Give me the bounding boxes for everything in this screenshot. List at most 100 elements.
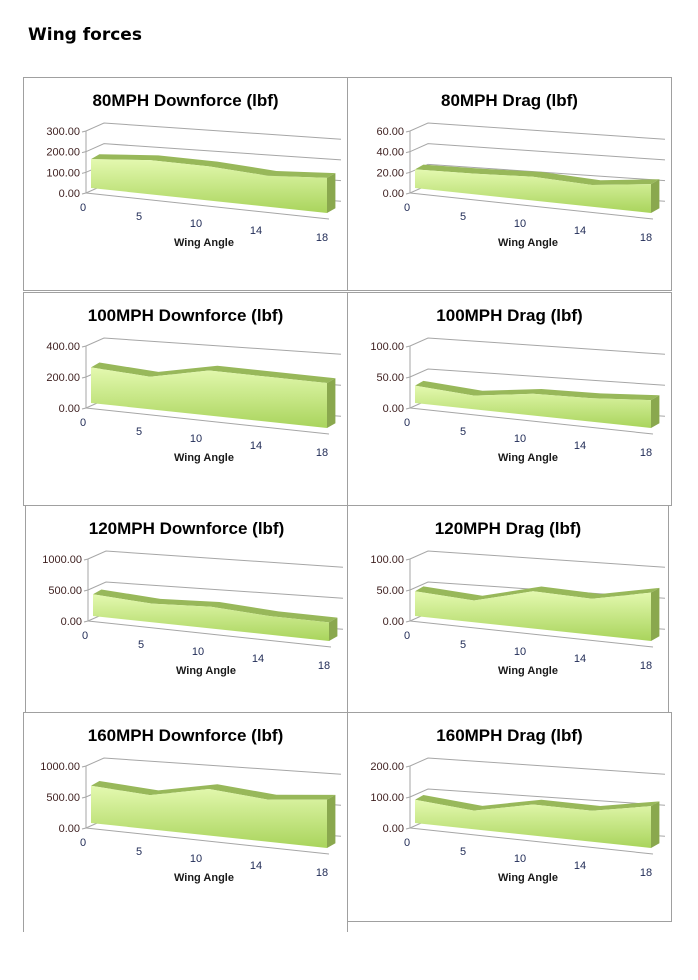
x-tick-label: 18 [316, 232, 328, 244]
x-axis [85, 827, 330, 855]
y-tick-label: 100.00 [370, 792, 404, 804]
y-tick-label: 400.00 [46, 341, 80, 353]
y-tick-label: 0.00 [383, 188, 404, 200]
x-tick-label: 0 [82, 630, 88, 642]
x-tick-label: 10 [514, 853, 526, 865]
y-tick-label: 200.00 [46, 372, 80, 384]
x-tick-label: 0 [404, 837, 410, 849]
chart-title: 100MPH Drag (lbf) [436, 306, 583, 325]
x-tick-label: 14 [574, 225, 586, 237]
y-tick-label: 40.00 [376, 147, 404, 159]
x-tick-label: 14 [574, 653, 586, 665]
x-axis-title: Wing Angle [498, 237, 558, 249]
chart-title: 160MPH Drag (lbf) [436, 726, 583, 745]
y-tick-label: 20.00 [376, 167, 404, 179]
x-tick-label: 0 [404, 630, 410, 642]
y-tick-label: 100.00 [370, 341, 404, 353]
chart-title: 160MPH Downforce (lbf) [87, 726, 284, 745]
y-tick-label: 200.00 [370, 761, 404, 773]
area-front-face [415, 169, 651, 213]
x-tick-label: 10 [192, 646, 204, 658]
y-tick-label: 0.00 [59, 403, 80, 415]
gridline [83, 581, 344, 599]
area-side-face [651, 587, 660, 641]
x-tick-label: 14 [250, 440, 262, 452]
area-side-face [327, 173, 336, 213]
gridline [81, 122, 342, 140]
page-title: Wing forces [28, 25, 142, 45]
gridline [81, 337, 342, 355]
area-side-face [327, 794, 336, 848]
x-tick-label: 5 [460, 426, 466, 438]
gridline [83, 550, 344, 568]
x-axis [409, 620, 654, 648]
y-tick-label: 100.00 [370, 554, 404, 566]
x-axis [87, 620, 332, 648]
y-tick-label: 50.00 [376, 585, 404, 597]
x-axis [409, 407, 654, 435]
y-tick-label: 200.00 [46, 147, 80, 159]
chart-120mph-downforce: 0.00 500.00 1000.00 0 5 10 14 18 Wing Angle 120MP… [25, 505, 348, 713]
x-axis [85, 407, 330, 435]
x-tick-label: 18 [640, 660, 652, 672]
gridline [81, 757, 342, 775]
y-tick-label: 500.00 [46, 792, 80, 804]
x-tick-label: 0 [404, 202, 410, 214]
x-tick-label: 0 [404, 417, 410, 429]
x-axis-title: Wing Angle [498, 665, 558, 677]
x-tick-label: 18 [316, 447, 328, 459]
chart-title: 80MPH Downforce (lbf) [92, 91, 279, 110]
y-tick-label: 0.00 [383, 403, 404, 415]
x-axis-title: Wing Angle [174, 872, 234, 884]
area-top-face [415, 164, 660, 186]
x-tick-label: 14 [250, 225, 262, 237]
x-tick-label: 14 [574, 860, 586, 872]
chart-title: 80MPH Drag (lbf) [441, 91, 578, 110]
y-tick-label: 1000.00 [40, 761, 80, 773]
x-tick-label: 14 [252, 653, 264, 665]
x-tick-label: 5 [136, 211, 142, 223]
x-tick-label: 10 [514, 218, 526, 230]
y-tick-label: 0.00 [61, 616, 82, 628]
chart-160mph-downforce: 0.00 500.00 1000.00 0 5 10 14 18 Wing Angle 160MP… [23, 712, 348, 932]
y-tick-label: 500.00 [48, 585, 82, 597]
x-tick-label: 5 [460, 846, 466, 858]
x-tick-label: 0 [80, 837, 86, 849]
area-side-face [651, 801, 660, 848]
x-tick-label: 10 [190, 218, 202, 230]
chart-80mph-drag: 0.00 20.00 40.00 60.00 0 5 10 14 18 Wing Angle 80M… [347, 77, 672, 291]
gridline [81, 143, 342, 161]
y-tick-label: 100.00 [46, 167, 80, 179]
area-side-face [329, 617, 338, 641]
y-tick-label: 0.00 [383, 823, 404, 835]
x-tick-label: 0 [80, 417, 86, 429]
area-top-face [91, 154, 336, 178]
area-front-face [415, 591, 651, 641]
y-tick-label: 0.00 [59, 823, 80, 835]
x-axis [409, 827, 654, 855]
gridline [405, 122, 666, 140]
area-front-face [93, 594, 329, 641]
x-tick-label: 0 [80, 202, 86, 214]
chart-120mph-drag: 0.00 50.00 100.00 0 5 10 14 18 Wing Angle 120MPH … [347, 505, 669, 713]
x-tick-label: 14 [250, 860, 262, 872]
x-tick-label: 18 [318, 660, 330, 672]
gridline [405, 368, 666, 386]
x-tick-label: 5 [136, 846, 142, 858]
area-side-face [651, 179, 660, 213]
x-axis-title: Wing Angle [176, 665, 236, 677]
x-tick-label: 18 [640, 232, 652, 244]
x-axis-title: Wing Angle [498, 452, 558, 464]
gridline [405, 550, 666, 568]
chart-title: 120MPH Drag (lbf) [434, 519, 582, 538]
area-top-face [415, 380, 660, 401]
x-tick-label: 5 [138, 639, 144, 651]
x-axis [409, 192, 654, 220]
chart-title: 100MPH Downforce (lbf) [87, 306, 284, 325]
area-top-face [91, 781, 336, 800]
chart-100mph-downforce: 0.00 200.00 400.00 0 5 10 14 18 Wing Angle 100MPH… [23, 292, 348, 506]
x-tick-label: 10 [190, 433, 202, 445]
y-tick-label: 0.00 [59, 188, 80, 200]
x-axis-title: Wing Angle [498, 872, 558, 884]
x-tick-label: 10 [514, 646, 526, 658]
